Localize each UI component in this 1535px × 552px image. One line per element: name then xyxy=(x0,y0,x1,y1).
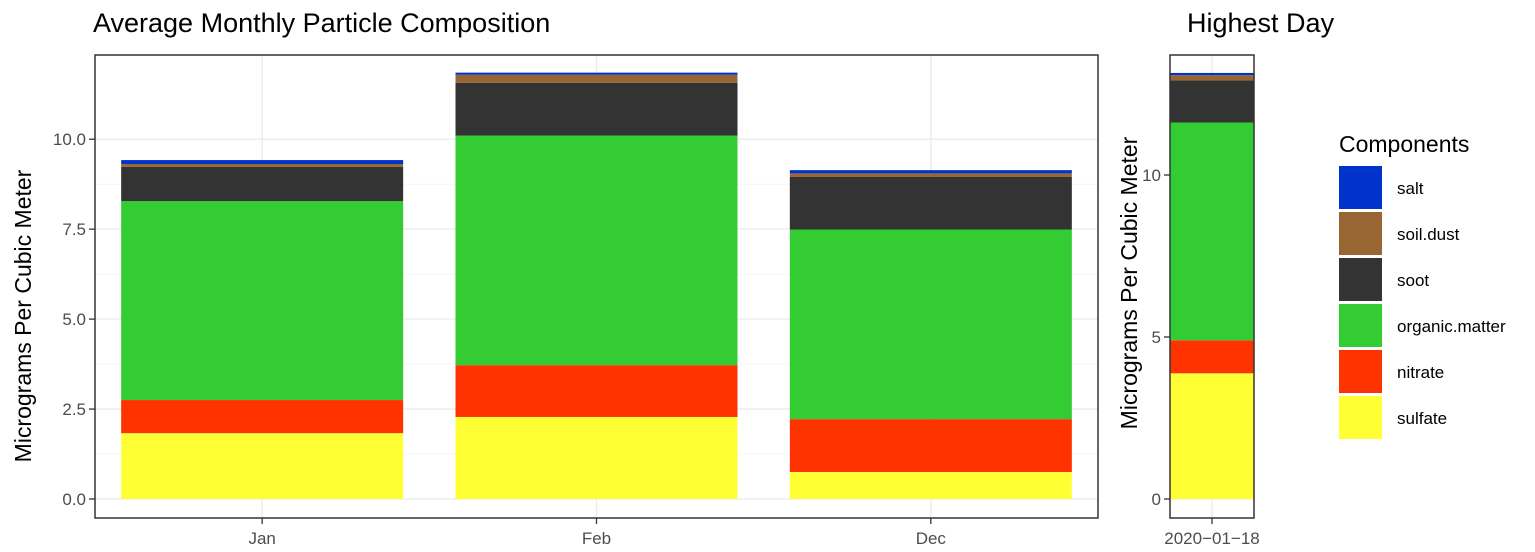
monthly-bar-salt-3 xyxy=(789,170,1072,174)
monthly-x-ticks: Jan Feb Dec xyxy=(248,518,946,548)
monthly-bar-soil-dust-1 xyxy=(121,164,404,167)
legend-swatch xyxy=(1339,304,1382,347)
highest-y-tick-label: 5 xyxy=(1152,328,1161,347)
monthly-y-ticks: 0.0 2.5 5.0 7.5 10.0 xyxy=(53,130,95,509)
legend-label: soot xyxy=(1397,271,1429,290)
highest-bar-soil-dust-1 xyxy=(1170,75,1254,81)
monthly-bar-soil-dust-3 xyxy=(789,173,1072,177)
monthly-y-tick-label: 7.5 xyxy=(62,220,86,239)
monthly-bar-organic-matter-2 xyxy=(455,135,738,366)
monthly-y-tick-label: 5.0 xyxy=(62,310,86,329)
highest-day-x-ticks: 2020−01−18 xyxy=(1164,518,1260,548)
highest-bar-soot-1 xyxy=(1170,80,1254,123)
monthly-y-tick-label: 10.0 xyxy=(53,130,86,149)
legend-swatch xyxy=(1339,258,1382,301)
legend-item-sulfate: sulfate xyxy=(1339,396,1447,439)
monthly-bar-nitrate-1 xyxy=(121,400,404,434)
legend-label: nitrate xyxy=(1397,363,1444,382)
legend-swatch xyxy=(1339,396,1382,439)
legend-item-nitrate: nitrate xyxy=(1339,350,1444,393)
components-legend: Components salt soil.dust soot organic.matt… xyxy=(1339,131,1506,439)
highest-day-title: Highest Day xyxy=(1187,8,1335,38)
monthly-bar-soot-1 xyxy=(121,166,404,202)
monthly-bar-soot-2 xyxy=(455,82,738,136)
monthly-x-tick-label: Feb xyxy=(582,529,611,548)
monthly-bar-nitrate-2 xyxy=(455,365,738,417)
monthly-y-tick-label: 2.5 xyxy=(62,400,86,419)
monthly-bar-sulfate-1 xyxy=(121,433,404,499)
monthly-bar-sulfate-2 xyxy=(455,416,738,499)
highest-bar-organic-matter-1 xyxy=(1170,122,1254,341)
legend-swatch xyxy=(1339,166,1382,209)
monthly-bar-salt-2 xyxy=(455,72,738,75)
highest-day-bars xyxy=(1170,72,1254,499)
legend-label: soil.dust xyxy=(1397,225,1460,244)
legend-label: sulfate xyxy=(1397,409,1447,428)
legend-label: organic.matter xyxy=(1397,317,1506,336)
monthly-bar-salt-1 xyxy=(121,160,404,165)
highest-day-y-ticks: 0 5 10 xyxy=(1142,166,1170,509)
monthly-bars xyxy=(121,72,1072,499)
monthly-chart-title: Average Monthly Particle Composition xyxy=(93,8,550,38)
monthly-y-axis-label: Micrograms Per Cubic Meter xyxy=(10,169,36,462)
legend-swatch xyxy=(1339,212,1382,255)
legend-swatch xyxy=(1339,350,1382,393)
legend-label: salt xyxy=(1397,179,1424,198)
legend-item-salt: salt xyxy=(1339,166,1424,209)
monthly-composition-chart: Average Monthly Particle Composition Mic… xyxy=(10,8,1099,548)
highest-bar-salt-1 xyxy=(1170,72,1254,76)
highest-y-tick-label: 0 xyxy=(1152,490,1161,509)
monthly-bar-soot-3 xyxy=(789,176,1072,230)
legend-title: Components xyxy=(1339,131,1469,157)
highest-day-y-axis-label: Micrograms Per Cubic Meter xyxy=(1116,136,1142,429)
monthly-bar-nitrate-3 xyxy=(789,419,1072,473)
legend-items: salt soil.dust soot organic.matter nitrate su… xyxy=(1339,166,1506,439)
monthly-x-tick-label: Jan xyxy=(248,529,275,548)
monthly-bar-soil-dust-2 xyxy=(455,74,738,83)
monthly-bar-organic-matter-1 xyxy=(121,201,404,401)
legend-item-organic-matter: organic.matter xyxy=(1339,304,1506,347)
highest-day-chart: Highest Day Micrograms Per Cubic Meter 0… xyxy=(1116,8,1335,548)
monthly-bar-sulfate-3 xyxy=(789,472,1072,499)
highest-x-tick-label: 2020−01−18 xyxy=(1164,529,1260,548)
highest-y-tick-label: 10 xyxy=(1142,166,1161,185)
legend-item-soil-dust: soil.dust xyxy=(1339,212,1460,255)
monthly-x-tick-label: Dec xyxy=(916,529,947,548)
monthly-bar-organic-matter-3 xyxy=(789,229,1072,420)
monthly-y-tick-label: 0.0 xyxy=(62,490,86,509)
highest-bar-sulfate-1 xyxy=(1170,373,1254,499)
highest-bar-nitrate-1 xyxy=(1170,340,1254,374)
legend-item-soot: soot xyxy=(1339,258,1429,301)
